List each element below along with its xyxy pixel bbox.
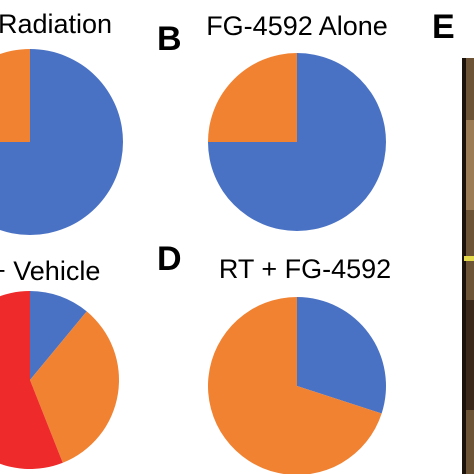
pie-chart-rt-fg4592 xyxy=(208,297,386,474)
pie-slice-fg4592-alone-1 xyxy=(208,53,297,142)
photo-highlight-upper xyxy=(466,120,474,210)
pie-slice-rt-fg4592-1 xyxy=(208,297,382,474)
panel-letter-e: E xyxy=(432,8,455,46)
pie-slice-radiation-1 xyxy=(0,49,30,142)
pie-slice-vehicle-0 xyxy=(30,291,87,380)
photo-shadow-lower xyxy=(466,300,474,410)
pie-slice-vehicle-1 xyxy=(30,311,120,463)
pie-slice-radiation-0 xyxy=(0,49,123,235)
panel-e-photo xyxy=(462,58,474,474)
pie-chart-fg4592-alone xyxy=(208,53,386,231)
pie-slice-rt-fg4592-0 xyxy=(297,297,386,414)
pie-title-vehicle: + Vehicle xyxy=(0,256,100,286)
pie-title-radiation: Radiation xyxy=(0,9,112,39)
pie-title-fg4592-alone: FG-4592 Alone xyxy=(206,11,388,41)
pie-title-rt-fg4592: RT + FG-4592 xyxy=(219,254,391,284)
photo-border xyxy=(462,58,466,474)
photo-yellow-marker xyxy=(464,256,474,261)
pie-chart-radiation xyxy=(0,49,123,235)
pie-slice-vehicle-2 xyxy=(0,291,63,469)
panel-letter-b: B xyxy=(157,20,182,58)
panel-letter-d: D xyxy=(157,240,182,278)
pie-chart-vehicle xyxy=(0,291,120,469)
